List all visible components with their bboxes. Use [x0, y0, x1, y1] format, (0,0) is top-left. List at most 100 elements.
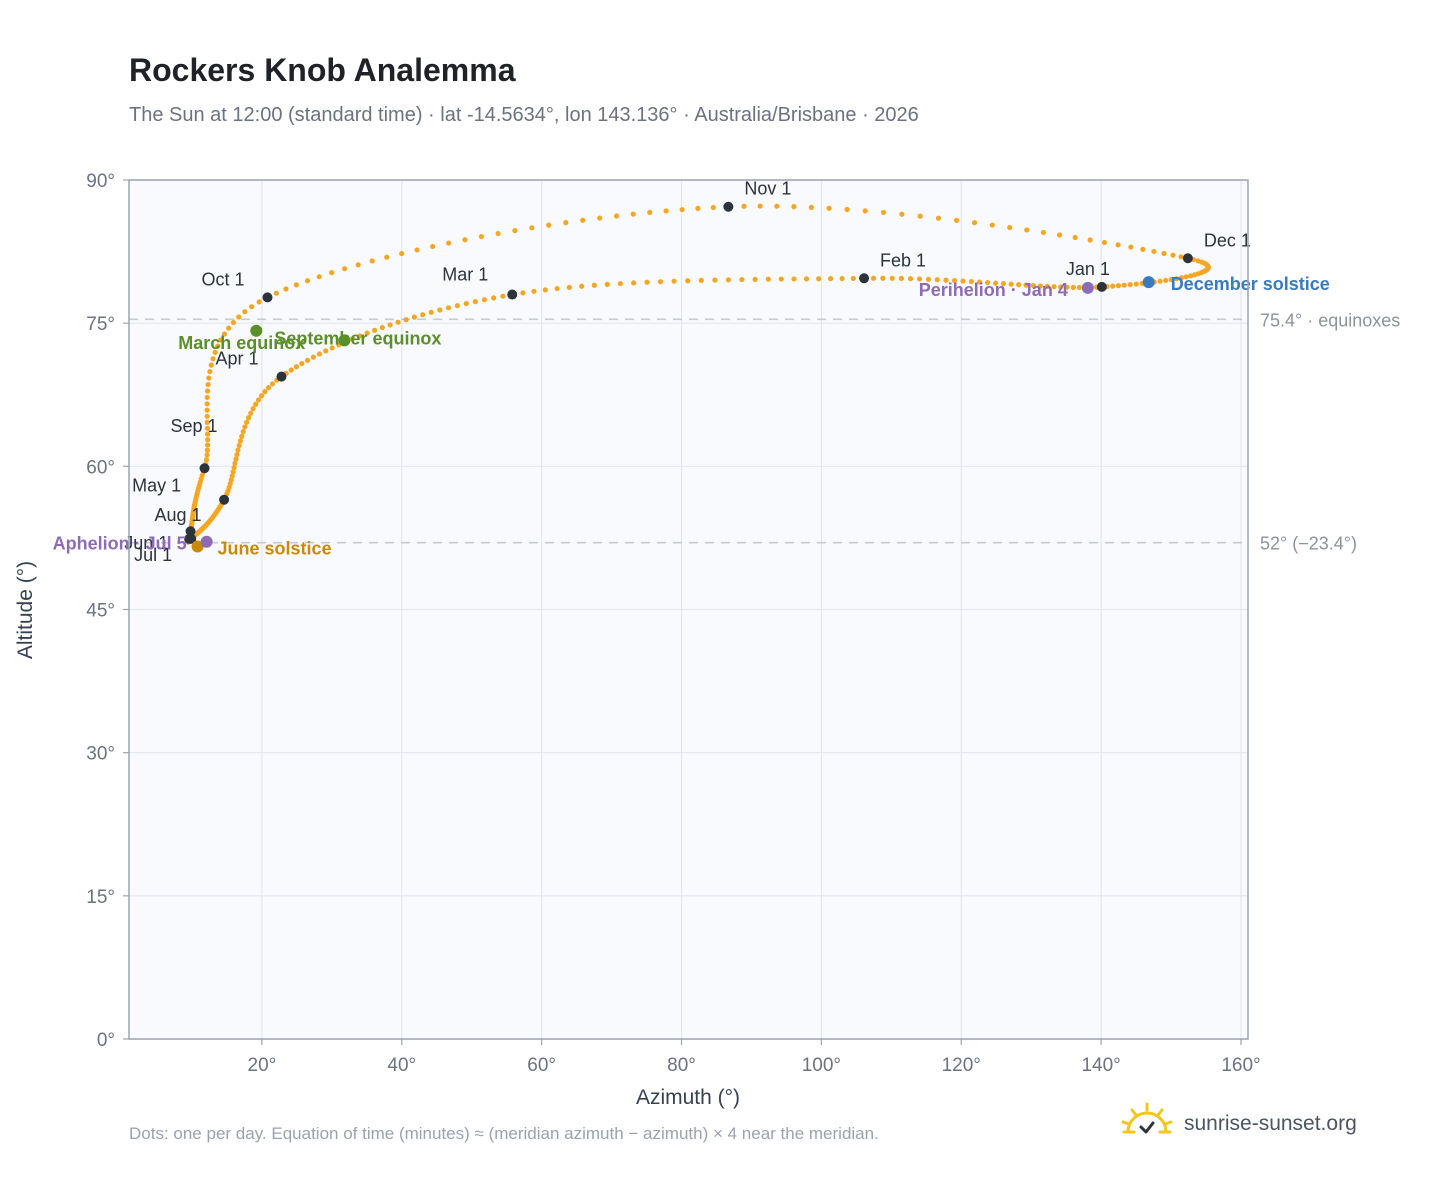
daily-dot [741, 203, 747, 209]
daily-dot [430, 243, 436, 250]
daily-dot [495, 230, 501, 237]
daily-dot [207, 368, 213, 375]
month-label: Apr 1 [215, 349, 258, 369]
daily-dot [520, 290, 526, 296]
daily-dot [265, 385, 272, 391]
daily-dot [935, 215, 942, 221]
daily-dot [283, 286, 289, 292]
event-label: June solstice [218, 539, 332, 559]
daily-dot [791, 276, 797, 282]
daily-dot [414, 247, 420, 253]
daily-dot [725, 277, 732, 283]
daily-dot [698, 277, 704, 283]
daily-dot [899, 211, 905, 217]
daily-dot [968, 278, 974, 285]
event-label: Aphelion · Jul 5 [53, 534, 187, 554]
daily-dot [1183, 274, 1189, 280]
daily-dot [917, 213, 923, 219]
daily-dot [218, 337, 224, 343]
month-label: Jan 1 [1066, 259, 1110, 279]
daily-dot [240, 428, 246, 435]
month-marker [507, 289, 518, 300]
daily-dot [329, 270, 335, 276]
daily-dot [215, 343, 221, 349]
y-tick-label: 30° [86, 744, 115, 765]
month-marker [1096, 281, 1107, 292]
event-marker [200, 535, 213, 548]
month-label: Jul 1 [134, 545, 172, 565]
daily-dot [204, 442, 211, 448]
daily-dot [778, 276, 784, 282]
month-marker [184, 533, 195, 544]
brand-name: sunrise-sunset.org [1184, 1112, 1357, 1135]
daily-dot [316, 351, 323, 357]
daily-dot [1110, 283, 1116, 289]
daily-dot [954, 217, 960, 223]
daily-dot [204, 401, 210, 407]
daily-dot [739, 276, 745, 283]
daily-dot [250, 406, 256, 412]
daily-dot [269, 381, 276, 387]
daily-dot [500, 293, 506, 299]
daily-dot [472, 299, 478, 305]
daily-dot [663, 208, 669, 214]
sun-check-icon [1120, 1102, 1174, 1147]
daily-dot [462, 237, 468, 243]
daily-dot [293, 364, 300, 370]
daily-dot [205, 381, 211, 388]
daily-dot [1044, 283, 1050, 289]
daily-dot [395, 319, 401, 325]
daily-dot [293, 282, 299, 288]
daily-dot [1030, 282, 1036, 289]
daily-dot [212, 349, 218, 355]
daily-dot [512, 228, 518, 234]
daily-dot [898, 275, 905, 282]
daily-dot [411, 314, 417, 320]
daily-dot [1040, 229, 1046, 236]
daily-dot [916, 276, 923, 282]
daily-dot [481, 297, 488, 303]
chart-subtitle: The Sun at 12:00 (standard time) · lat -… [129, 104, 919, 126]
daily-dot [791, 204, 797, 210]
daily-dot [1187, 273, 1194, 279]
daily-dot [235, 447, 241, 453]
month-label: Mar 1 [442, 265, 488, 285]
event-marker [191, 540, 204, 553]
month-label: Nov 1 [744, 179, 791, 199]
daily-dot [229, 473, 235, 479]
daily-dot [925, 276, 932, 282]
reference-line-label: 52° (−23.4°) [1260, 534, 1357, 554]
daily-dot [679, 206, 685, 213]
daily-dot [237, 438, 244, 444]
daily-dot [288, 367, 294, 373]
daily-dot [880, 209, 887, 216]
daily-dot [236, 442, 242, 449]
daily-dot [1127, 282, 1133, 288]
daily-dot [204, 447, 211, 453]
daily-dot [206, 375, 212, 381]
daily-dot [316, 274, 322, 280]
x-axis-ticks: 20° 40° 60° 80° 100° 120° 140° 160° [248, 1039, 1261, 1076]
daily-dot [350, 336, 356, 342]
daily-dot [204, 388, 211, 394]
brand-logo[interactable]: sunrise-sunset.org [1120, 1102, 1357, 1147]
daily-dot [985, 279, 991, 286]
daily-dot [420, 312, 426, 318]
daily-dot [204, 425, 211, 431]
daily-dot [844, 206, 850, 213]
x-tick-label: 140° [1081, 1055, 1120, 1076]
daily-dot [245, 415, 252, 421]
month-marker [185, 526, 196, 537]
daily-dot [1064, 284, 1070, 290]
x-tick-label: 80° [667, 1055, 696, 1076]
daily-dot [604, 281, 610, 287]
daily-dot [1178, 254, 1184, 260]
daily-dot [1151, 248, 1157, 255]
daily-dot [644, 279, 650, 285]
daily-dot [803, 276, 810, 282]
event-marker [1081, 281, 1094, 294]
daily-dot [1037, 283, 1043, 289]
daily-dot [437, 307, 443, 313]
